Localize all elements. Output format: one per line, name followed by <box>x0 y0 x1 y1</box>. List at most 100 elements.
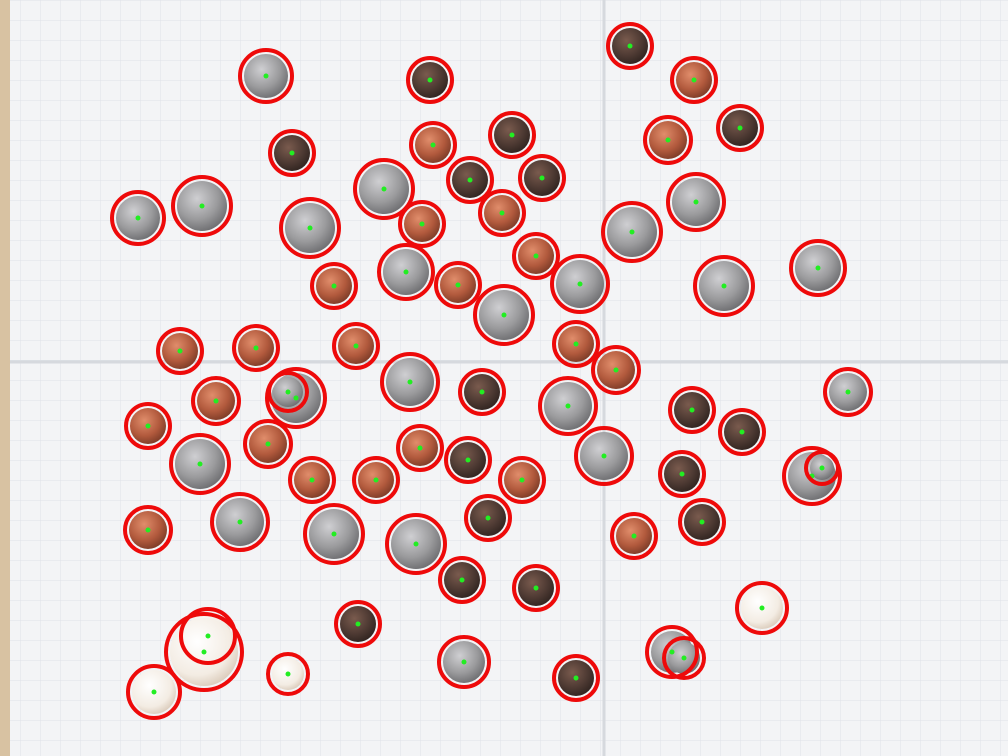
detection-center-marker <box>331 283 337 289</box>
detection-circle <box>735 581 789 635</box>
detection-center-marker <box>573 675 579 681</box>
detection-center-marker <box>201 649 207 655</box>
detection-circle <box>303 503 365 565</box>
detection-circle <box>164 612 244 692</box>
detection-circle <box>446 156 494 204</box>
detection-center-marker <box>721 283 727 289</box>
detection-circle <box>662 636 706 680</box>
detection-center-marker <box>681 655 687 661</box>
detection-circle <box>191 376 241 426</box>
detection-circle <box>606 22 654 70</box>
detection-circle <box>385 513 447 575</box>
detection-center-marker <box>845 389 851 395</box>
detection-center-marker <box>381 186 387 192</box>
detection-circle <box>377 243 435 301</box>
detection-center-marker <box>309 477 315 483</box>
detection-center-marker <box>199 203 205 209</box>
detection-circle <box>380 352 440 412</box>
detection-center-marker <box>699 519 705 525</box>
detection-center-marker <box>151 689 157 695</box>
detection-circle <box>238 48 294 104</box>
detection-circle <box>538 376 598 436</box>
detection-center-marker <box>459 577 465 583</box>
detection-circle <box>124 402 172 450</box>
detection-center-marker <box>819 465 825 471</box>
detection-circle <box>601 201 663 263</box>
detection-circle <box>406 56 454 104</box>
detection-center-marker <box>430 142 436 148</box>
detection-center-marker <box>519 477 525 483</box>
detection-circle <box>645 625 699 679</box>
detection-center-marker <box>373 477 379 483</box>
detection-circle <box>396 424 444 472</box>
detection-center-marker <box>573 341 579 347</box>
detection-circle <box>437 635 491 689</box>
detection-circle <box>693 255 755 317</box>
detection-circle <box>267 371 309 413</box>
detection-circle <box>473 284 535 346</box>
detection-circle <box>409 121 457 169</box>
detection-center-marker <box>465 457 471 463</box>
detection-circle <box>478 189 526 237</box>
detection-circle <box>288 456 336 504</box>
detection-center-marker <box>213 398 219 404</box>
detection-center-marker <box>355 621 361 627</box>
detection-center-marker <box>737 125 743 131</box>
detection-center-marker <box>285 389 291 395</box>
detection-center-marker <box>237 519 243 525</box>
detection-center-marker <box>205 633 211 639</box>
detection-center-marker <box>265 441 271 447</box>
detection-circle <box>438 556 486 604</box>
detection-center-marker <box>613 367 619 373</box>
detection-center-marker <box>499 210 505 216</box>
detection-center-marker <box>197 461 203 467</box>
detection-center-marker <box>533 585 539 591</box>
detection-circle <box>169 433 231 495</box>
detection-center-marker <box>331 531 337 537</box>
detection-center-marker <box>539 175 545 181</box>
detection-center-marker <box>253 345 259 351</box>
detection-center-marker <box>293 395 299 401</box>
detection-center-marker <box>479 389 485 395</box>
detection-center-marker <box>501 312 507 318</box>
detection-center-marker <box>509 132 515 138</box>
detection-circle <box>512 232 560 280</box>
detection-circle <box>658 450 706 498</box>
detection-circle <box>643 115 693 165</box>
detection-circle <box>171 175 233 237</box>
detection-center-marker <box>693 199 699 205</box>
detection-center-marker <box>135 215 141 221</box>
detection-circle <box>243 419 293 469</box>
detection-center-marker <box>759 605 765 611</box>
detection-center-marker <box>407 379 413 385</box>
detection-circle <box>804 450 840 486</box>
detection-circle <box>716 104 764 152</box>
detection-circle <box>789 239 847 297</box>
detection-circle <box>518 154 566 202</box>
detection-circle <box>498 456 546 504</box>
detection-center-marker <box>739 429 745 435</box>
detection-circle <box>574 426 634 486</box>
detection-circle <box>353 158 415 220</box>
detection-circle <box>610 512 658 560</box>
detection-center-marker <box>289 150 295 156</box>
detection-center-marker <box>577 281 583 287</box>
detection-center-marker <box>689 407 695 413</box>
detection-center-marker <box>691 77 697 83</box>
detection-center-marker <box>353 343 359 349</box>
detection-circle <box>666 172 726 232</box>
detection-center-marker <box>601 453 607 459</box>
detection-circle <box>718 408 766 456</box>
detection-circle <box>670 56 718 104</box>
detection-circle <box>434 261 482 309</box>
detection-center-marker <box>427 77 433 83</box>
detection-circle <box>668 386 716 434</box>
detection-center-marker <box>679 471 685 477</box>
detection-center-marker <box>533 253 539 259</box>
detection-circle <box>179 607 237 665</box>
detection-center-marker <box>403 269 409 275</box>
detection-circle <box>266 652 310 696</box>
detection-circle <box>310 262 358 310</box>
detection-circle <box>552 320 600 368</box>
